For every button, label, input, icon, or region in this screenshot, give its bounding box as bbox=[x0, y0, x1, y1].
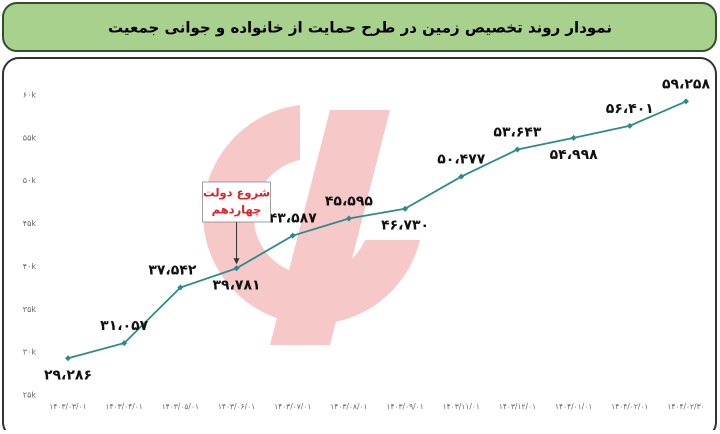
point-marker bbox=[626, 122, 633, 129]
title-box bbox=[2, 2, 717, 52]
point-marker bbox=[570, 134, 577, 141]
x-tick-label: ۱۴۰۳/۰۶/۰۱ bbox=[218, 402, 255, 411]
point-marker bbox=[233, 265, 240, 272]
chart-title: نمودار روند تخصیص زمین در طرح حمایت از خ… bbox=[108, 19, 612, 37]
y-tick-label: ۵۰k bbox=[23, 176, 37, 185]
point-marker bbox=[683, 98, 689, 105]
y-tick-label: ۳۰k bbox=[23, 348, 37, 357]
point-marker bbox=[65, 355, 71, 362]
point-marker bbox=[458, 173, 465, 180]
x-tick-label: ۱۴۰۳/۰۹/۰۱ bbox=[386, 402, 423, 411]
y-tick-label: ۲۵k bbox=[23, 391, 37, 400]
x-tick-label: ۱۴۰۳/۰۷/۰۱ bbox=[274, 402, 311, 411]
y-tick-label: ۴۵k bbox=[23, 219, 37, 228]
x-tick-label: ۱۴۰۴/۰۲/۰۱ bbox=[611, 402, 648, 411]
x-tick-label: ۱۴۰۳/۰۳/۰۱ bbox=[49, 402, 86, 411]
value-label: ۵۹،۲۵۸ bbox=[662, 76, 710, 92]
x-tick-label: ۱۴۰۳/۰۴/۰۱ bbox=[106, 402, 143, 411]
value-label: ۵۰،۴۷۷ bbox=[437, 152, 485, 168]
y-tick-label: ۳۵k bbox=[23, 305, 37, 314]
x-tick-label: ۱۴۰۴/۰۲/۳۰ bbox=[667, 402, 704, 411]
value-label: ۵۶،۴۰۱ bbox=[606, 101, 654, 117]
y-tick-label: ۵۵k bbox=[23, 133, 37, 142]
chart-panel bbox=[2, 57, 717, 434]
x-tick-label: ۱۴۰۳/۰۸/۰۱ bbox=[330, 402, 367, 411]
point-marker bbox=[289, 232, 296, 239]
point-marker bbox=[177, 284, 184, 291]
value-label: ۴۳،۵۸۷ bbox=[269, 211, 317, 227]
watermark bbox=[203, 105, 420, 345]
value-label: ۳۹،۷۸۱ bbox=[213, 277, 261, 293]
value-label: ۵۳،۶۴۳ bbox=[493, 124, 541, 140]
point-marker bbox=[345, 215, 352, 222]
point-marker bbox=[121, 340, 128, 347]
x-tick-label: ۱۴۰۳/۱۱/۰۱ bbox=[443, 402, 480, 411]
y-tick-label: ۴۰k bbox=[23, 262, 37, 271]
annotation-text: چهاردهم bbox=[212, 203, 262, 217]
annotation-text: شروع دولت bbox=[203, 186, 270, 201]
y-tick-label: ۶۰k bbox=[23, 91, 37, 100]
x-tick-label: ۱۴۰۳/۱۲/۰۱ bbox=[499, 402, 536, 411]
data-line bbox=[67, 100, 687, 360]
value-label: ۲۹،۲۸۶ bbox=[44, 367, 92, 383]
value-label: ۳۷،۵۴۲ bbox=[148, 262, 196, 278]
annotation-box bbox=[202, 181, 271, 223]
value-label: ۴۵،۵۹۵ bbox=[325, 193, 373, 209]
annotation-arrowhead bbox=[233, 258, 240, 265]
x-tick-label: ۱۴۰۳/۰۵/۰۱ bbox=[162, 402, 199, 411]
value-label: ۴۶،۷۳۰ bbox=[381, 218, 429, 234]
value-label: ۳۱،۰۵۷ bbox=[100, 318, 148, 334]
x-tick-label: ۱۴۰۴/۰۱/۰۱ bbox=[555, 402, 592, 411]
point-marker bbox=[402, 205, 409, 212]
value-label: ۵۴،۹۹۸ bbox=[550, 147, 598, 163]
point-marker bbox=[514, 146, 521, 153]
